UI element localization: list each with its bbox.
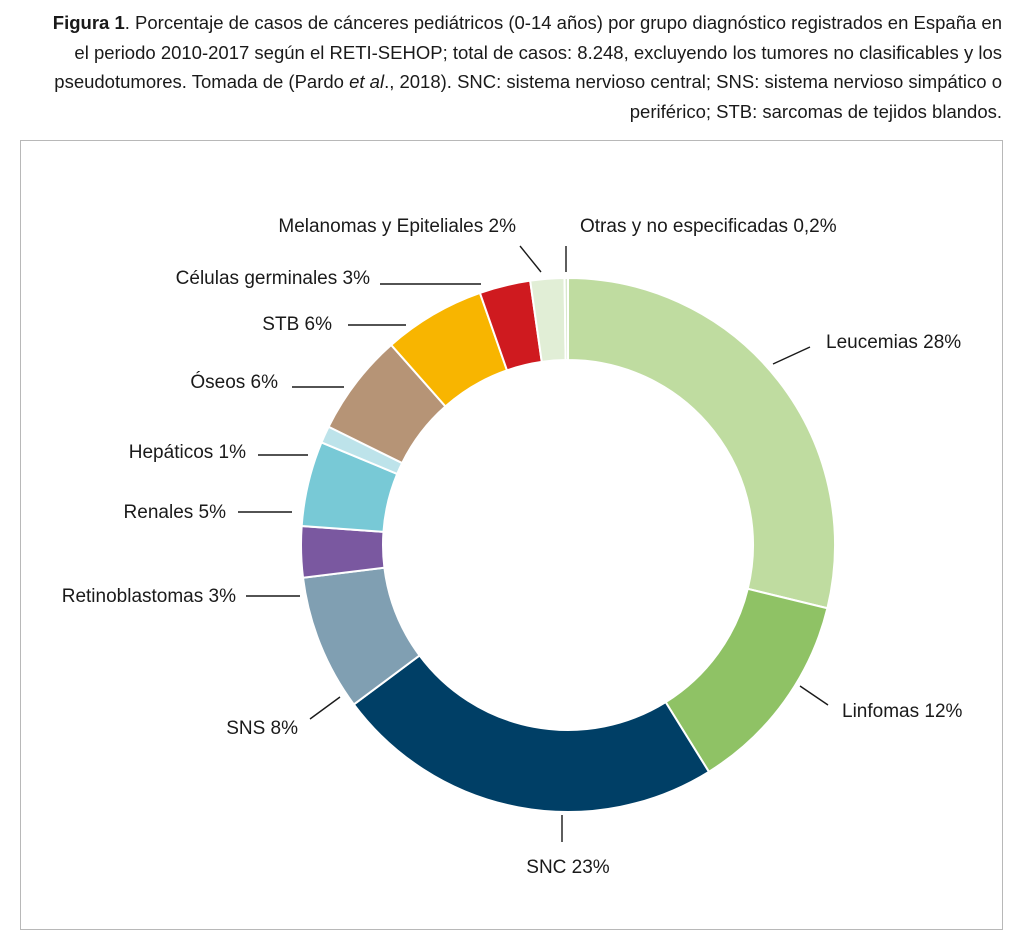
slice-label-hepaticos: Hepáticos 1%	[129, 442, 246, 463]
caption-italic: et al	[349, 71, 385, 92]
caption-text-2: ., 2018). SNC: sistema nervioso central;…	[384, 71, 1002, 122]
slice-label-melanomas-y-epiteliales: Melanomas y Epiteliales 2%	[278, 216, 516, 237]
figure-caption: Figura 1. Porcentaje de casos de cáncere…	[42, 8, 1002, 126]
slice-snc	[352, 654, 711, 813]
slice-label-linfomas: Linfomas 12%	[842, 701, 963, 722]
slice-retinoblastomas	[300, 524, 386, 579]
caption-text-1: . Porcentaje de casos de cánceres pediát…	[54, 12, 1002, 92]
slice-label-oseos: Óseos 6%	[190, 371, 278, 393]
leader-line-sns	[309, 696, 341, 720]
caption-label: Figura 1	[52, 12, 125, 33]
slice-label-retinoblastomas: Retinoblastomas 3%	[62, 586, 236, 607]
slice-label-stb: STB 6%	[262, 314, 332, 335]
slice-label-renales: Renales 5%	[124, 502, 227, 523]
slice-label-celulas-germinales: Células germinales 3%	[176, 268, 370, 289]
slice-label-otras-y-no-especificadas: Otras y no especificadas 0,2%	[580, 216, 837, 237]
slice-label-sns: SNS 8%	[226, 718, 298, 739]
slice-otras-y-no-especificadas	[563, 276, 569, 362]
slice-label-leucemias: Leucemias 28%	[826, 332, 961, 353]
slice-leucemias	[567, 276, 836, 610]
slice-label-snc: SNC 23%	[526, 857, 610, 878]
leader-line-leucemias	[772, 346, 811, 365]
leader-line-melanomas-y-epiteliales	[519, 245, 542, 273]
leader-line-linfomas	[799, 685, 829, 706]
chart-frame	[20, 140, 1003, 930]
